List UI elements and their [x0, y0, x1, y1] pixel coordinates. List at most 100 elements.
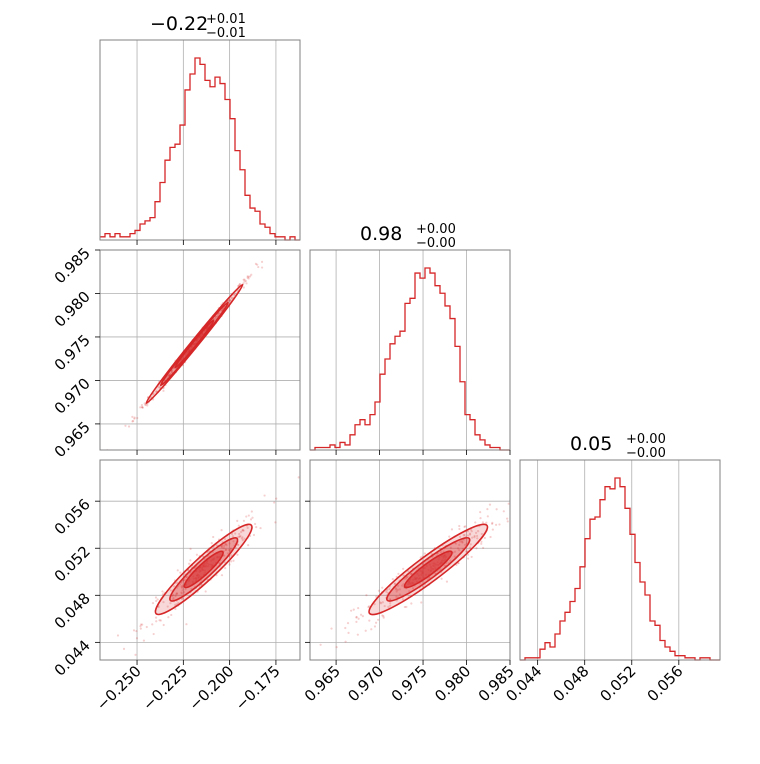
- scatter-point: [485, 521, 488, 524]
- scatter-point: [458, 548, 461, 552]
- scatter-point: [406, 575, 409, 578]
- scatter-point: [374, 621, 378, 624]
- panel-title-plus-p3: +0.00: [626, 432, 666, 447]
- scatter-point: [275, 497, 278, 500]
- scatter-point: [466, 534, 470, 537]
- scatter-point: [155, 390, 158, 393]
- scatter-point: [204, 590, 207, 593]
- scatter-point: [381, 614, 384, 617]
- scatter-point: [167, 374, 170, 377]
- scatter-point: [391, 577, 394, 581]
- scatter-point: [214, 317, 217, 320]
- scatter-point: [389, 601, 392, 605]
- scatter-point: [383, 604, 386, 608]
- scatter-point: [330, 627, 333, 630]
- scatter-point: [135, 629, 138, 633]
- scatter-point: [461, 540, 464, 544]
- scatter-point: [237, 543, 240, 547]
- scatter-point: [146, 404, 149, 407]
- scatter-point: [398, 588, 401, 591]
- scatter-point: [450, 528, 454, 531]
- y-tick-label-p2-2: 0.975: [51, 331, 94, 374]
- scatter-point: [423, 552, 426, 555]
- scatter-point: [124, 424, 127, 427]
- scatter-point: [181, 597, 184, 600]
- scatter-point: [395, 588, 398, 591]
- panel-data-p2-p3: [319, 499, 510, 649]
- scatter-point: [250, 273, 253, 276]
- scatter-point: [188, 562, 191, 565]
- y-tick-label-p2-4: 0.985: [51, 244, 94, 287]
- scatter-point: [405, 605, 408, 609]
- scatter-point: [141, 405, 144, 409]
- scatter-point: [224, 542, 227, 545]
- scatter-point: [377, 618, 380, 621]
- scatter-point: [127, 425, 131, 428]
- scatter-point: [223, 544, 226, 548]
- scatter-point: [170, 371, 174, 374]
- scatter-point: [223, 561, 227, 564]
- histogram-p3: [520, 477, 720, 661]
- scatter-point: [460, 539, 463, 542]
- scatter-point: [230, 532, 234, 535]
- scatter-point: [167, 373, 171, 377]
- scatter-point: [152, 632, 155, 636]
- scatter-point: [241, 528, 244, 532]
- scatter-point: [232, 540, 235, 543]
- scatter-point: [420, 601, 423, 604]
- scatter-point: [458, 527, 461, 531]
- panel-frame-p2-p3: [309, 459, 511, 661]
- scatter-point: [210, 542, 213, 545]
- y-tick-label-p3-0: 0.044: [51, 636, 94, 679]
- scatter-point: [229, 547, 233, 550]
- scatter-point: [482, 546, 485, 550]
- scatter-point: [176, 569, 179, 572]
- histogram-p2: [310, 267, 510, 451]
- scatter-point: [506, 520, 509, 523]
- scatter-point: [379, 601, 382, 604]
- scatter-point: [365, 594, 368, 597]
- panel-title-plus-p2: +0.00: [416, 222, 456, 237]
- scatter-point: [151, 602, 155, 605]
- scatter-point: [370, 628, 373, 631]
- x-tick-label-p3-1: 0.048: [549, 662, 592, 705]
- scatter-point: [470, 555, 473, 559]
- scatter-point: [257, 265, 260, 269]
- scatter-point: [225, 544, 228, 547]
- scatter-point: [357, 607, 360, 610]
- scatter-point: [428, 576, 431, 579]
- scatter-point: [167, 616, 170, 619]
- scatter-point: [473, 534, 476, 538]
- scatter-point: [243, 537, 246, 540]
- scatter-point: [175, 592, 179, 595]
- scatter-point: [402, 567, 405, 570]
- scatter-point: [381, 601, 384, 604]
- scatter-point: [242, 286, 245, 289]
- scatter-point: [222, 547, 225, 550]
- scatter-point: [172, 594, 175, 597]
- scatter-point: [402, 574, 405, 577]
- scatter-point: [373, 625, 377, 628]
- scatter-point: [174, 594, 177, 598]
- scatter-point: [230, 297, 234, 300]
- scatter-point: [189, 559, 192, 562]
- scatter-point: [228, 298, 232, 301]
- scatter-point: [438, 569, 441, 572]
- scatter-point: [139, 625, 142, 628]
- y-tick-label-p3-2: 0.052: [51, 542, 94, 585]
- scatter-point: [230, 554, 233, 557]
- scatter-point: [469, 543, 472, 546]
- scatter-point: [481, 521, 485, 524]
- scatter-point: [335, 646, 338, 649]
- scatter-point: [463, 533, 466, 537]
- scatter-point: [180, 591, 183, 594]
- scatter-point: [133, 416, 136, 419]
- scatter-point: [495, 508, 498, 511]
- scatter-point: [468, 532, 472, 535]
- scatter-point: [396, 584, 400, 587]
- scatter-point: [403, 605, 406, 609]
- scatter-point: [491, 522, 494, 525]
- scatter-point: [464, 525, 467, 528]
- scatter-point: [216, 315, 219, 318]
